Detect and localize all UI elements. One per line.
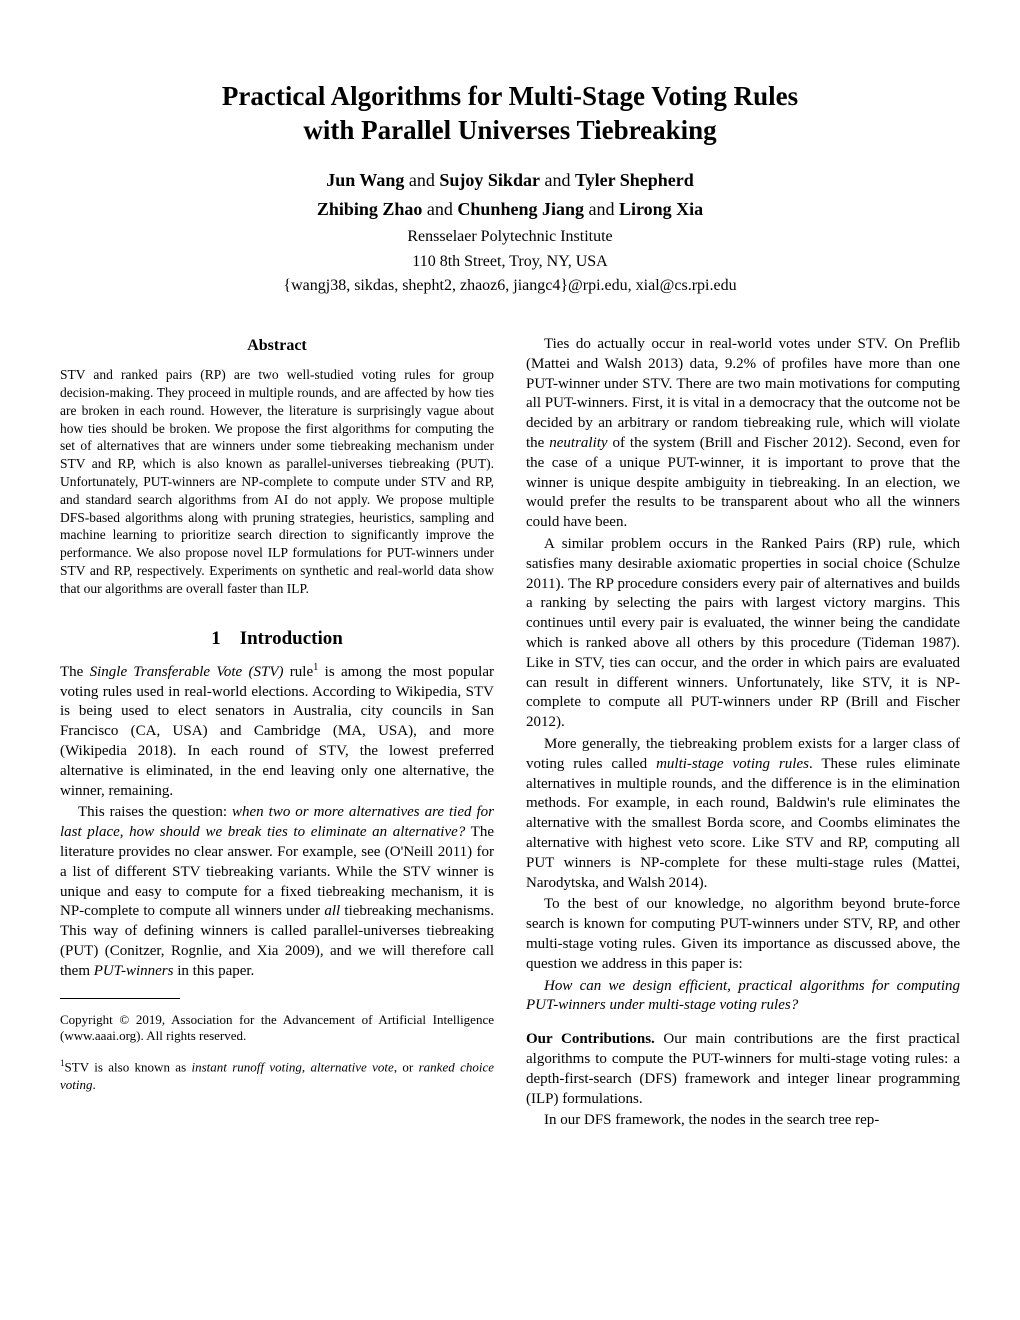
intro-para-2: This raises the question: when two or mo…: [60, 803, 494, 981]
contributions-para: Our Contributions. Our main contribution…: [526, 1030, 960, 1109]
authors-line-1: Jun Wang and Sujoy Sikdar and Tyler Shep…: [60, 168, 960, 193]
copyright-footnote: Copyright © 2019, Association for the Ad…: [60, 1012, 494, 1046]
col2-para-4: To the best of our knowledge, no algorit…: [526, 895, 960, 974]
col2-para-3: More generally, the tiebreaking problem …: [526, 735, 960, 893]
col2-para-1: Ties do actually occur in real-world vot…: [526, 335, 960, 533]
col2-para-2: A similar problem occurs in the Ranked P…: [526, 535, 960, 733]
emails: {wangj38, sikdas, shepht2, zhaoz6, jiang…: [60, 277, 960, 295]
abstract-body: STV and ranked pairs (RP) are two well-s…: [60, 366, 494, 598]
contributions-para-2: In our DFS framework, the nodes in the s…: [526, 1111, 960, 1131]
col2-para-5: How can we design efficient, practical a…: [526, 977, 960, 1017]
affiliation-1: Rensselaer Polytechnic Institute: [60, 226, 960, 248]
title-line-2: with Parallel Universes Tiebreaking: [303, 115, 716, 145]
paper-title: Practical Algorithms for Multi-Stage Vot…: [60, 80, 960, 148]
title-line-1: Practical Algorithms for Multi-Stage Vot…: [222, 81, 798, 111]
two-column-layout: Abstract STV and ranked pairs (RP) are t…: [60, 335, 960, 1133]
footnote-1: 1STV is also known as instant runoff vot…: [60, 1058, 494, 1093]
section-1-heading: 1 Introduction: [60, 626, 494, 651]
authors-line-2: Zhibing Zhao and Chunheng Jiang and Liro…: [60, 197, 960, 222]
right-column: Ties do actually occur in real-world vot…: [526, 335, 960, 1133]
contributions-heading: Our Contributions.: [526, 1031, 655, 1047]
left-column: Abstract STV and ranked pairs (RP) are t…: [60, 335, 494, 1133]
affiliation-2: 110 8th Street, Troy, NY, USA: [60, 251, 960, 273]
footnote-rule: [60, 998, 180, 999]
intro-para-1: The Single Transferable Vote (STV) rule1…: [60, 661, 494, 802]
abstract-heading: Abstract: [60, 335, 494, 356]
